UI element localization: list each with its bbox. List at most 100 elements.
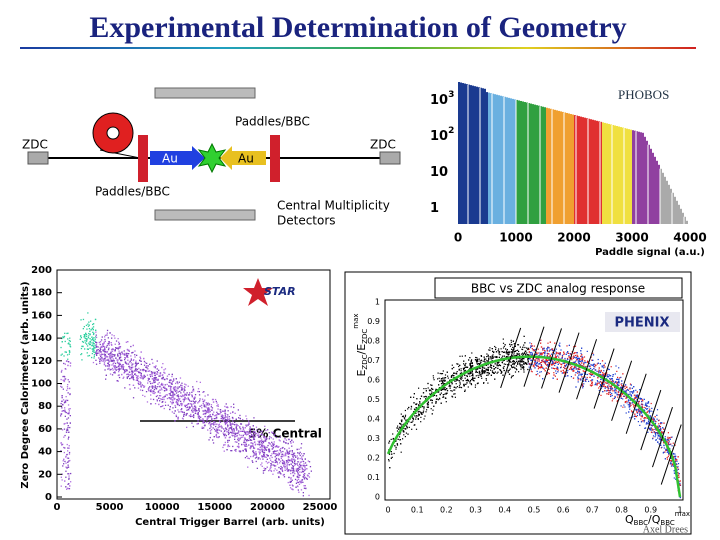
point xyxy=(134,370,137,372)
point xyxy=(64,409,66,411)
point xyxy=(187,385,189,387)
point xyxy=(267,455,269,457)
point xyxy=(89,330,91,332)
point xyxy=(270,463,272,465)
point xyxy=(459,355,461,357)
point xyxy=(225,419,227,421)
histogram-bar xyxy=(636,131,638,224)
point xyxy=(209,421,211,423)
point xyxy=(161,382,163,385)
point xyxy=(283,473,285,476)
point xyxy=(105,378,107,380)
point xyxy=(68,408,70,410)
point xyxy=(400,451,402,453)
point xyxy=(296,479,298,482)
point xyxy=(468,373,470,375)
point xyxy=(677,465,679,468)
point xyxy=(611,377,613,380)
point xyxy=(92,348,94,350)
point xyxy=(249,435,251,437)
point xyxy=(226,449,228,451)
point xyxy=(146,365,148,367)
point xyxy=(261,455,263,457)
point xyxy=(273,441,275,443)
point xyxy=(284,467,286,469)
point xyxy=(66,418,68,420)
point xyxy=(520,368,522,370)
point xyxy=(163,398,165,401)
point xyxy=(172,394,175,397)
point xyxy=(231,428,233,430)
point xyxy=(677,468,679,470)
point xyxy=(118,374,120,376)
point xyxy=(193,401,196,403)
point xyxy=(209,427,211,430)
point xyxy=(502,360,504,362)
point xyxy=(107,343,109,345)
point xyxy=(106,334,108,336)
point xyxy=(222,415,224,417)
point xyxy=(587,361,589,363)
point xyxy=(609,379,612,381)
histogram-bar xyxy=(686,220,688,224)
tick-base: 1 xyxy=(430,201,439,216)
point xyxy=(67,483,69,485)
point xyxy=(554,359,556,361)
point xyxy=(108,353,110,355)
point xyxy=(111,359,113,362)
point xyxy=(136,377,138,379)
point xyxy=(284,469,286,471)
point xyxy=(177,418,179,420)
point xyxy=(255,451,257,453)
point xyxy=(280,451,282,453)
point xyxy=(217,405,219,407)
detector-bar xyxy=(154,87,256,99)
point xyxy=(585,365,587,368)
point xyxy=(168,397,170,399)
point xyxy=(506,351,509,353)
point xyxy=(267,444,269,447)
point xyxy=(106,350,109,353)
point xyxy=(294,459,296,461)
point xyxy=(196,423,198,425)
point xyxy=(297,474,299,476)
point xyxy=(108,361,110,363)
point xyxy=(485,378,487,380)
point xyxy=(486,360,488,362)
point xyxy=(140,386,142,388)
point xyxy=(87,335,90,337)
point xyxy=(85,332,87,335)
histogram-bar xyxy=(492,93,494,225)
point xyxy=(622,406,624,408)
point xyxy=(162,401,164,403)
point xyxy=(466,375,468,378)
point xyxy=(621,383,623,385)
point xyxy=(179,398,181,400)
point xyxy=(103,348,105,351)
point xyxy=(136,363,138,365)
histogram-bar xyxy=(680,208,682,224)
point xyxy=(663,447,665,449)
point xyxy=(104,357,106,359)
point xyxy=(87,325,90,327)
point xyxy=(128,374,130,376)
point xyxy=(676,460,678,462)
point xyxy=(68,350,71,352)
point xyxy=(126,362,128,364)
point xyxy=(301,480,303,482)
point xyxy=(467,386,469,388)
point xyxy=(639,412,641,414)
point xyxy=(442,370,444,372)
point xyxy=(292,485,294,487)
point xyxy=(128,365,130,368)
histogram-bar xyxy=(538,105,540,224)
point xyxy=(510,351,512,353)
point xyxy=(397,425,399,427)
point xyxy=(254,441,256,443)
point xyxy=(248,420,250,422)
point xyxy=(291,454,294,456)
point xyxy=(468,372,470,374)
point xyxy=(670,451,673,453)
point xyxy=(502,347,505,349)
point xyxy=(90,329,92,331)
